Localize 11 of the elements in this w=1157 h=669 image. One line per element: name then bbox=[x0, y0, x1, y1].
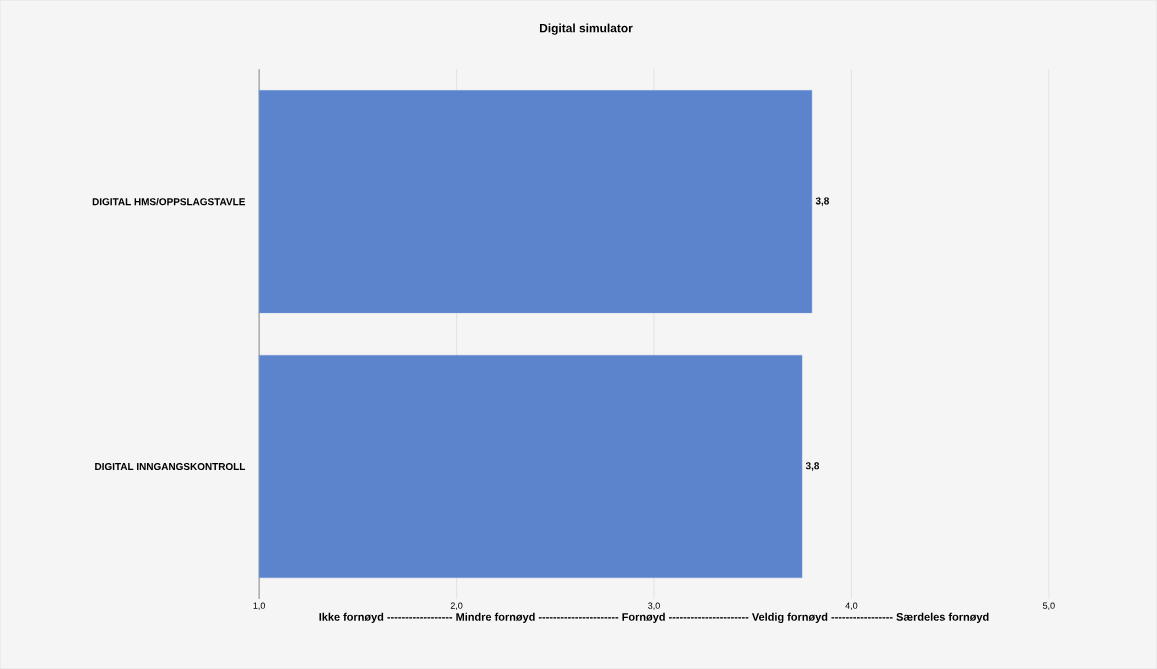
x-tick-label: 4,0 bbox=[845, 602, 858, 610]
x-axis-title: Ikke fornøyd ------------------ Mindre fornøyd ---------------------- Fornøyd ---------------------- Veldig fornøyd ----------------- Særdeles fornøyd bbox=[319, 612, 989, 623]
chart-title: Digital simulator bbox=[539, 23, 633, 35]
x-tick-label: 5,0 bbox=[1042, 602, 1055, 610]
y-tick-label: DIGITAL INNGANGSKONTROLL bbox=[95, 462, 246, 470]
data-label: 3,8 bbox=[815, 197, 829, 206]
data-label: 3,8 bbox=[805, 462, 820, 471]
y-tick-label: DIGITAL HMS/OPPSLAGSTAVLE bbox=[92, 197, 245, 206]
x-tick-label: 3,0 bbox=[648, 602, 660, 610]
x-tick-label: 1,0 bbox=[253, 602, 265, 610]
x-tick-label: 2,0 bbox=[450, 602, 463, 610]
